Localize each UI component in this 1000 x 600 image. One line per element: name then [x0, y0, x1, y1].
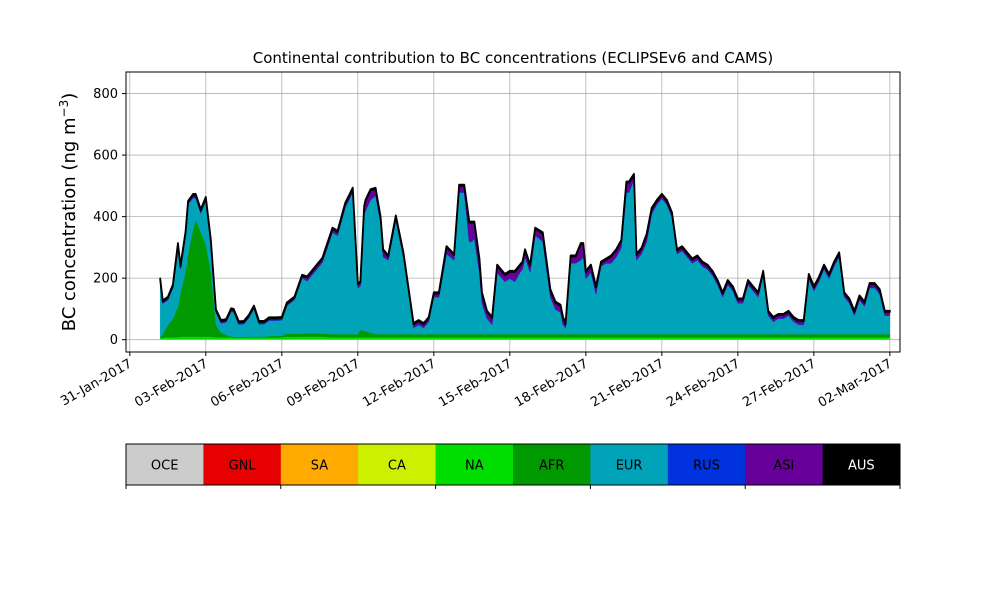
y-tick-label: 0	[110, 333, 118, 348]
legend-swatch-aus	[822, 444, 901, 485]
y-tick-label: 200	[93, 272, 118, 287]
stacked-areas	[159, 172, 891, 340]
legend-swatch-sa	[280, 444, 359, 485]
chart-title: Continental contribution to BC concentra…	[253, 49, 774, 67]
legend-label-oce: OCE	[151, 459, 179, 474]
y-tick-label: 400	[93, 210, 118, 225]
legend-label-ca: CA	[388, 459, 406, 474]
region-legend-colorbar: OCE GNL SA CA NA AFR EUR RUS ASI AUS	[125, 443, 901, 489]
grid	[126, 72, 900, 352]
legend-label-na: NA	[465, 459, 484, 474]
area-series-aus	[159, 172, 891, 326]
legend-label-eur: EUR	[616, 459, 643, 474]
legend-swatch-ca	[358, 444, 437, 485]
legend-label-aus: AUS	[848, 459, 875, 474]
y-axis-label-main: BC concentration (ng m	[59, 117, 80, 331]
legend-swatch-na	[435, 444, 514, 485]
legend-label-gnl: GNL	[229, 459, 257, 474]
legend-label-sa: SA	[311, 459, 328, 474]
y-tick-label: 800	[93, 87, 118, 102]
y-tick-label: 600	[93, 149, 118, 164]
legend-swatch-afr	[513, 444, 591, 485]
legend-swatch-gnl	[203, 444, 282, 485]
plot-frame	[125, 71, 901, 353]
legend-swatch-eur	[590, 444, 669, 485]
y-axis-label-superscript: −3	[57, 100, 71, 118]
y-axis-label: BC concentration (ng m−3)	[57, 93, 80, 332]
legend-label-afr: AFR	[539, 459, 564, 474]
legend-label-rus: RUS	[693, 459, 720, 474]
legend-swatch-oce	[126, 444, 204, 485]
y-axis-label-close: )	[59, 93, 80, 100]
legend-label-asi: ASI	[773, 459, 794, 474]
legend-swatch-rus	[667, 444, 746, 485]
legend-swatch-asi	[745, 444, 824, 485]
legend-frame	[125, 443, 901, 486]
